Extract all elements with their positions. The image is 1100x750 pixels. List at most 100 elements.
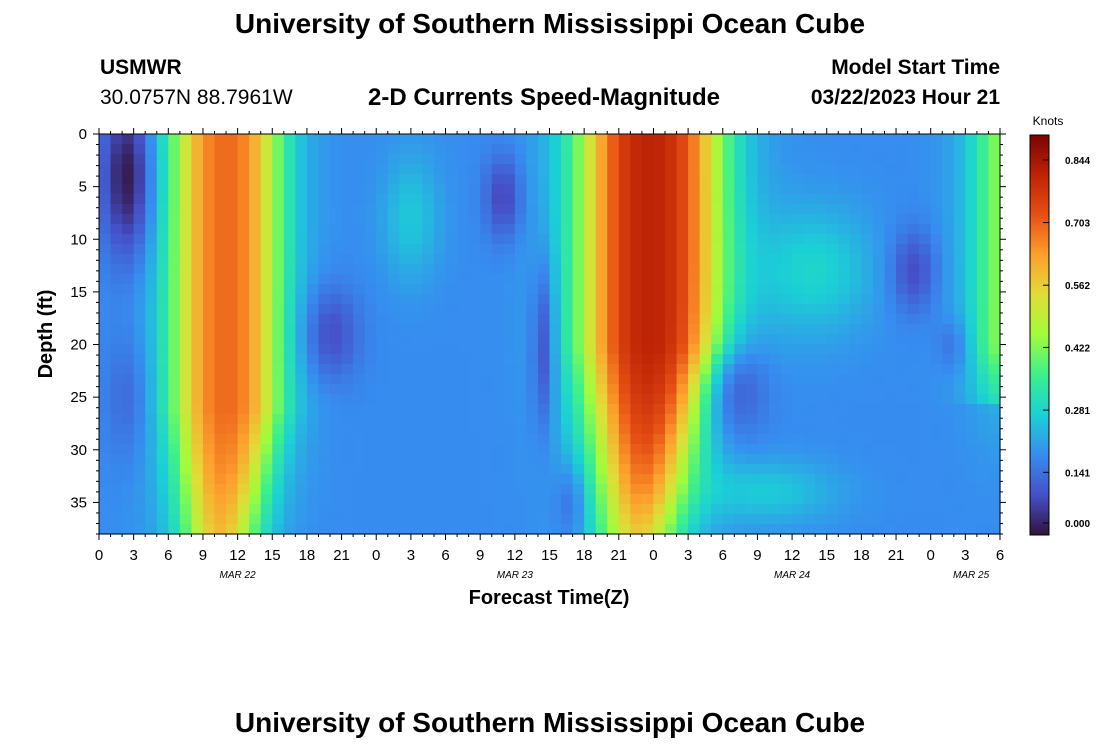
heatmap-cell: [884, 524, 897, 535]
heatmap-cell: [214, 494, 227, 505]
heatmap-cell: [353, 184, 366, 195]
heatmap-cell: [953, 354, 966, 365]
heatmap-cell: [214, 184, 227, 195]
heatmap-cell: [306, 434, 320, 445]
heatmap-cell: [872, 394, 886, 405]
heatmap-cell: [688, 304, 701, 315]
heatmap-cell: [561, 164, 574, 175]
heatmap-cell: [399, 354, 412, 365]
heatmap-cell: [757, 434, 770, 445]
heatmap-cell: [930, 434, 943, 445]
heatmap-cell: [768, 404, 782, 415]
heatmap-cell: [815, 134, 828, 145]
heatmap-cell: [480, 194, 493, 205]
heatmap-cell: [792, 204, 805, 215]
heatmap-cell: [618, 194, 631, 205]
heatmap-cell: [179, 464, 193, 475]
heatmap-cell: [630, 184, 643, 195]
heatmap-cell: [722, 414, 735, 425]
heatmap-cell: [768, 494, 782, 505]
heatmap-cell: [942, 254, 955, 265]
heatmap-cell: [306, 254, 320, 265]
heatmap-cell: [780, 454, 793, 465]
heatmap-cell: [226, 494, 239, 505]
heatmap-cell: [780, 384, 793, 395]
heatmap-cell: [826, 234, 839, 245]
heatmap-cell: [584, 354, 597, 365]
heatmap-cell: [237, 184, 250, 195]
heatmap-cell: [676, 304, 689, 315]
heatmap-cell: [503, 424, 516, 435]
heatmap-cell: [745, 384, 759, 395]
heatmap-cell: [226, 404, 239, 415]
heatmap-cell: [537, 474, 551, 485]
heatmap-cell: [676, 464, 689, 475]
heatmap-cell: [838, 474, 851, 485]
heatmap-cell: [191, 364, 204, 375]
heatmap-cell: [156, 204, 169, 215]
heatmap-cell: [607, 244, 620, 255]
heatmap-cell: [838, 344, 851, 355]
heatmap-cell: [826, 304, 839, 315]
heatmap-cell: [110, 424, 123, 435]
heatmap-cell: [179, 134, 193, 145]
heatmap-cell: [457, 494, 470, 505]
page-title: University of Southern Mississippi Ocean…: [234, 8, 866, 39]
heatmap-cell: [549, 374, 562, 385]
heatmap-cell: [699, 404, 712, 415]
heatmap-cell: [584, 134, 597, 145]
heatmap-cell: [341, 324, 354, 335]
heatmap-cell: [537, 384, 551, 395]
heatmap-cell: [792, 334, 805, 345]
heatmap-cell: [364, 344, 377, 355]
heatmap-cell: [318, 144, 331, 155]
heatmap-cell: [919, 264, 932, 275]
heatmap-cell: [364, 454, 377, 465]
heatmap-cell: [711, 384, 724, 395]
heatmap-cell: [99, 134, 112, 145]
heatmap-cell: [688, 524, 701, 535]
heatmap-cell: [191, 334, 204, 345]
heatmap-cell: [295, 464, 308, 475]
heatmap-cell: [861, 424, 874, 435]
heatmap-cell: [988, 504, 1001, 515]
heatmap-cell: [202, 244, 216, 255]
heatmap-cell: [595, 194, 608, 205]
heatmap-cell: [757, 154, 770, 165]
heatmap-cell: [734, 394, 747, 405]
heatmap-cell: [561, 304, 574, 315]
heatmap-cell: [584, 484, 597, 495]
heatmap-cell: [641, 154, 655, 165]
heatmap-cell: [526, 494, 539, 505]
heatmap-cell: [953, 244, 966, 255]
heatmap-cell: [156, 174, 169, 185]
heatmap-cell: [965, 234, 978, 245]
heatmap-cell: [537, 344, 551, 355]
heatmap-cell: [745, 164, 759, 175]
heatmap-cell: [156, 164, 169, 175]
heatmap-cell: [549, 444, 562, 455]
heatmap-cell: [168, 314, 181, 325]
heatmap-cell: [896, 324, 909, 335]
heatmap-cell: [237, 514, 250, 525]
heatmap-cell: [353, 274, 366, 285]
heatmap-cell: [699, 134, 712, 145]
heatmap-cell: [99, 494, 112, 505]
heatmap-cell: [468, 424, 481, 435]
heatmap-cell: [711, 304, 724, 315]
x-tick-label: 15: [818, 547, 835, 564]
heatmap-cell: [734, 344, 747, 355]
heatmap-cell: [399, 454, 412, 465]
heatmap-cell: [965, 304, 978, 315]
heatmap-cell: [745, 304, 759, 315]
heatmap-cell: [330, 174, 343, 185]
heatmap-cell: [688, 314, 701, 325]
heatmap-cell: [526, 514, 539, 525]
heatmap-cell: [988, 144, 1001, 155]
heatmap-cell: [849, 384, 862, 395]
heatmap-cell: [653, 354, 666, 365]
heatmap-cell: [976, 164, 990, 175]
heatmap-cell: [976, 264, 990, 275]
heatmap-cell: [734, 174, 747, 185]
heatmap-cell: [491, 204, 504, 215]
